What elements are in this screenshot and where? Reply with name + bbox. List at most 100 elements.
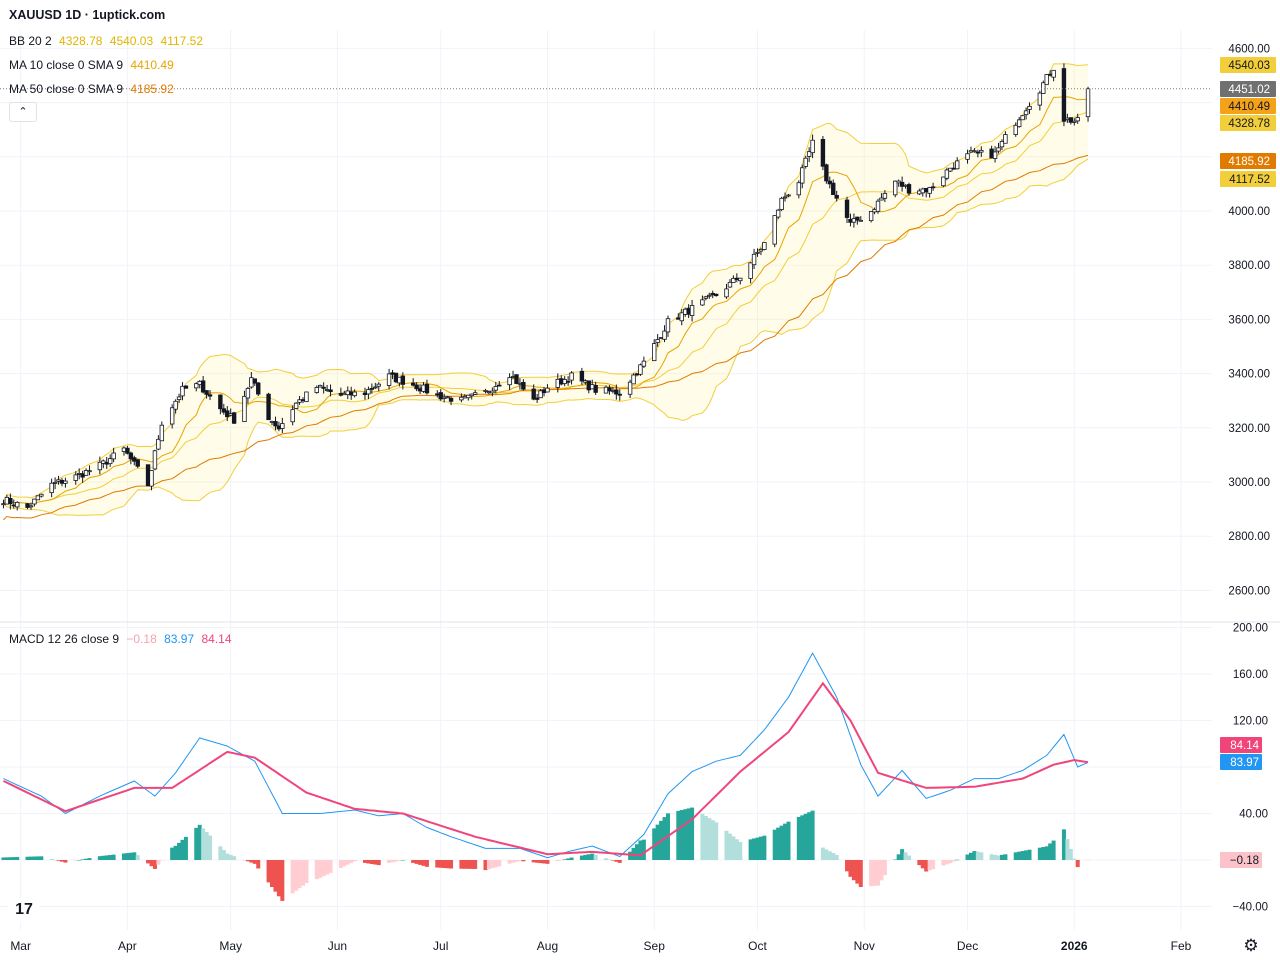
legend-bb-upper: 4540.03 bbox=[109, 34, 154, 48]
macd-histogram-bar bbox=[418, 860, 423, 865]
collapse-legend-button[interactable]: ⌃ bbox=[9, 102, 37, 122]
candle-body bbox=[376, 383, 381, 387]
macd-histogram-bar bbox=[25, 856, 30, 860]
macd-histogram-bar bbox=[700, 813, 705, 860]
candle-body bbox=[410, 382, 416, 386]
macd-histogram-bar bbox=[590, 853, 595, 860]
macd-histogram-bar bbox=[490, 860, 495, 869]
price-badge: 4117.52 bbox=[1220, 171, 1276, 187]
macd-histogram-bar bbox=[304, 860, 309, 884]
macd-histogram-bar bbox=[879, 860, 884, 881]
macd-histogram-bar bbox=[758, 836, 763, 860]
macd-histogram-bar bbox=[941, 860, 946, 866]
macd-histogram-bar bbox=[951, 860, 956, 862]
macd-histogram-bar bbox=[177, 842, 182, 860]
legend-bb-basis: 4328.78 bbox=[59, 34, 103, 48]
legend-macd-hist: −0.18 bbox=[126, 632, 157, 646]
macd-histogram-bar bbox=[400, 860, 405, 861]
macd-histogram-bar bbox=[35, 856, 40, 860]
macd-histogram-bar bbox=[442, 860, 447, 869]
macd-histogram-bar bbox=[414, 860, 419, 864]
macd-histogram-bar bbox=[183, 836, 188, 860]
macd-histogram-bar bbox=[993, 854, 998, 860]
candle-body bbox=[724, 288, 729, 298]
macd-histogram-bar bbox=[32, 856, 37, 860]
candle-body bbox=[63, 480, 68, 484]
macd-histogram-bar bbox=[566, 858, 571, 860]
legend-ma10[interactable]: MA 10 close 0 SMA 9 4410.49 bbox=[9, 58, 178, 72]
candle-body bbox=[893, 180, 898, 196]
macd-histogram-bar bbox=[1041, 847, 1046, 860]
candle-body bbox=[806, 151, 812, 157]
candle-body bbox=[386, 373, 392, 386]
macd-histogram-bar bbox=[424, 860, 429, 867]
macd-histogram-bar bbox=[1068, 848, 1073, 860]
price-badge-bg bbox=[1220, 81, 1276, 97]
candle-body bbox=[204, 390, 209, 395]
macd-histogram-bar bbox=[944, 860, 949, 865]
candle-body bbox=[727, 281, 733, 288]
candle-body bbox=[607, 387, 612, 392]
candle-body bbox=[8, 497, 13, 505]
candle-body bbox=[738, 277, 743, 282]
macd-histogram-bar bbox=[328, 860, 333, 873]
candle-body bbox=[1044, 74, 1049, 85]
axes[interactable]: 4600.00 4000.00 3800.00 3600.00 3400.00 3200.… bbox=[0, 43, 1280, 953]
candle-body bbox=[972, 150, 977, 153]
legend-macd[interactable]: MACD 12 26 close 9 −0.18 83.97 84.14 bbox=[9, 632, 236, 646]
price-badge: 4185.92 bbox=[1220, 153, 1276, 169]
candle-body bbox=[173, 400, 178, 410]
macd-badge: −0.18 bbox=[1220, 852, 1262, 868]
macd-histogram-bar bbox=[562, 859, 567, 860]
macd-histogram-bar bbox=[876, 860, 881, 886]
candle-body bbox=[641, 360, 647, 367]
macd-histogram-bar bbox=[917, 860, 922, 866]
macd-histogram-bar bbox=[896, 854, 901, 860]
price-axis-tick: 3000.00 bbox=[1228, 477, 1270, 489]
candle-body bbox=[1068, 117, 1074, 123]
macd-histogram-bar bbox=[975, 851, 980, 860]
time-axis-label: Jun bbox=[328, 939, 347, 953]
macd-histogram-bar bbox=[314, 860, 319, 880]
candle-body bbox=[373, 386, 378, 389]
macd-histogram-bar bbox=[321, 860, 326, 877]
macd-histogram-bar bbox=[1075, 860, 1080, 868]
macd-histogram-bar bbox=[173, 845, 178, 860]
candle-body bbox=[796, 182, 802, 196]
macd-histogram-bar bbox=[628, 851, 633, 860]
candle-body bbox=[996, 147, 1001, 152]
macd-histogram-bar bbox=[373, 860, 378, 865]
macd-pane bbox=[1, 652, 1091, 901]
macd-histogram-bar bbox=[604, 858, 608, 860]
macd-histogram-bar bbox=[469, 860, 474, 869]
macd-histogram-bar bbox=[634, 844, 639, 860]
macd-histogram-bar bbox=[641, 839, 646, 860]
price-axis-tick: 4600.00 bbox=[1228, 43, 1270, 55]
tradingview-logo-icon[interactable]: 17 bbox=[8, 898, 40, 922]
candle-body bbox=[689, 305, 695, 316]
macd-histogram-bar bbox=[149, 860, 154, 867]
candle-body bbox=[868, 211, 874, 222]
macd-histogram-bar bbox=[397, 860, 402, 861]
candle-body bbox=[245, 388, 251, 399]
time-axis-label: Aug bbox=[537, 939, 558, 953]
candle-body bbox=[469, 393, 474, 397]
candle-body bbox=[32, 498, 37, 505]
candle-body bbox=[1051, 69, 1056, 78]
legend-bb-label: BB 20 2 bbox=[9, 34, 52, 48]
bollinger-bands bbox=[2, 63, 1089, 517]
macd-histogram-bar bbox=[8, 857, 13, 860]
macd-histogram-bar bbox=[734, 839, 739, 860]
macd-histogram-bar bbox=[493, 860, 498, 868]
macd-histogram-bar bbox=[1048, 843, 1053, 860]
macd-axis-tick: 40.00 bbox=[1239, 809, 1268, 821]
legend-bb[interactable]: BB 20 2 4328.78 4540.03 4117.52 bbox=[9, 34, 207, 48]
gear-icon[interactable]: ⚙ bbox=[1243, 936, 1259, 955]
price-badge-text: 4185.92 bbox=[1228, 156, 1270, 168]
candle-body bbox=[579, 370, 585, 382]
candle-body bbox=[252, 378, 257, 384]
price-badge-text: 4540.03 bbox=[1228, 60, 1270, 72]
candle-body bbox=[483, 390, 488, 392]
legend-ma50[interactable]: MA 50 close 0 SMA 9 4185.92 bbox=[9, 82, 178, 96]
